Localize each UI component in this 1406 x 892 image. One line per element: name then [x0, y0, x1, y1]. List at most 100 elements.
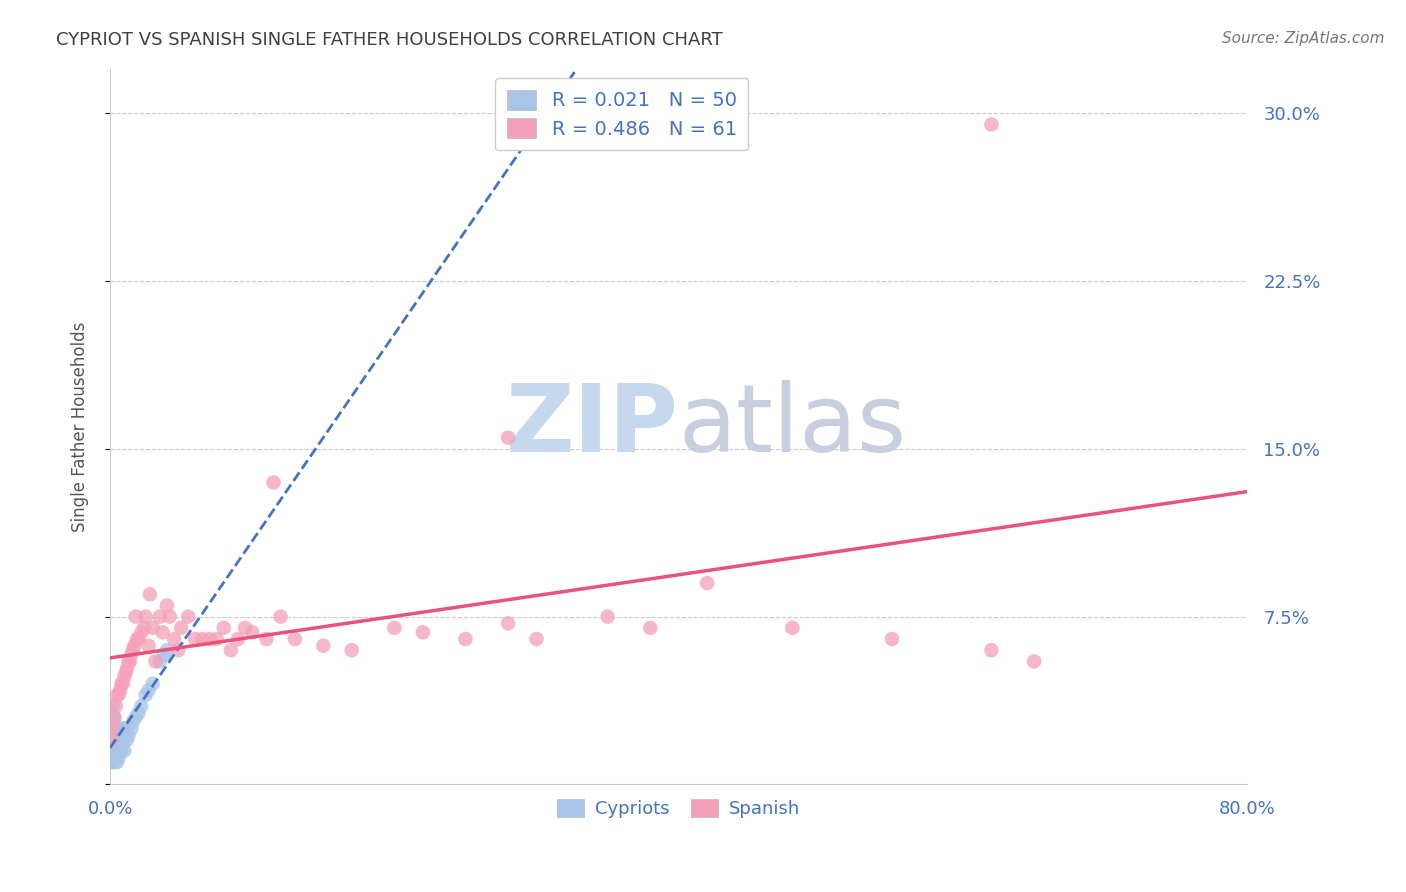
- Point: [980, 118, 1002, 132]
- Point: [212, 621, 235, 635]
- Point: [101, 748, 124, 763]
- Point: [100, 737, 122, 751]
- Point: [111, 677, 134, 691]
- Legend: Cypriots, Spanish: Cypriots, Spanish: [550, 792, 807, 825]
- Point: [454, 632, 477, 646]
- Text: atlas: atlas: [679, 381, 907, 473]
- Point: [131, 699, 153, 714]
- Point: [103, 744, 125, 758]
- Point: [159, 609, 181, 624]
- Point: [100, 732, 122, 747]
- Point: [117, 728, 139, 742]
- Point: [198, 632, 221, 646]
- Point: [108, 683, 131, 698]
- Point: [980, 643, 1002, 657]
- Text: ZIP: ZIP: [506, 381, 679, 473]
- Point: [105, 755, 128, 769]
- Point: [640, 621, 662, 635]
- Point: [114, 665, 136, 680]
- Point: [177, 609, 200, 624]
- Point: [104, 737, 127, 751]
- Point: [112, 744, 135, 758]
- Point: [167, 643, 190, 657]
- Point: [226, 632, 249, 646]
- Point: [115, 661, 138, 675]
- Point: [103, 710, 125, 724]
- Point: [115, 732, 138, 747]
- Point: [107, 688, 129, 702]
- Point: [256, 632, 278, 646]
- Point: [312, 639, 335, 653]
- Point: [100, 714, 122, 729]
- Point: [128, 706, 150, 720]
- Point: [104, 699, 127, 714]
- Point: [101, 728, 124, 742]
- Y-axis label: Single Father Households: Single Father Households: [72, 321, 89, 532]
- Point: [120, 648, 142, 662]
- Point: [104, 722, 127, 736]
- Point: [121, 643, 143, 657]
- Point: [263, 475, 285, 490]
- Point: [101, 737, 124, 751]
- Point: [384, 621, 406, 635]
- Point: [100, 750, 122, 764]
- Point: [412, 625, 434, 640]
- Point: [124, 710, 146, 724]
- Point: [138, 683, 160, 698]
- Point: [110, 744, 132, 758]
- Point: [105, 722, 128, 736]
- Point: [153, 648, 176, 662]
- Point: [138, 639, 160, 653]
- Point: [108, 722, 131, 736]
- Point: [880, 632, 903, 646]
- Point: [1022, 654, 1045, 668]
- Point: [142, 677, 165, 691]
- Point: [696, 576, 718, 591]
- Point: [170, 621, 193, 635]
- Point: [108, 744, 131, 758]
- Point: [145, 654, 167, 668]
- Point: [240, 625, 263, 640]
- Point: [103, 732, 125, 747]
- Point: [131, 625, 153, 640]
- Point: [135, 609, 157, 624]
- Point: [110, 728, 132, 742]
- Point: [205, 632, 228, 646]
- Point: [233, 621, 256, 635]
- Point: [104, 750, 127, 764]
- Point: [103, 710, 125, 724]
- Point: [340, 643, 363, 657]
- Point: [100, 728, 122, 742]
- Text: CYPRIOT VS SPANISH SINGLE FATHER HOUSEHOLDS CORRELATION CHART: CYPRIOT VS SPANISH SINGLE FATHER HOUSEHO…: [56, 31, 723, 49]
- Point: [100, 710, 122, 724]
- Point: [135, 688, 157, 702]
- Point: [526, 632, 548, 646]
- Point: [101, 710, 124, 724]
- Point: [124, 609, 146, 624]
- Text: Source: ZipAtlas.com: Source: ZipAtlas.com: [1222, 31, 1385, 46]
- Point: [112, 722, 135, 736]
- Point: [149, 609, 172, 624]
- Point: [149, 654, 172, 668]
- Point: [152, 625, 174, 640]
- Point: [121, 714, 143, 729]
- Point: [163, 632, 186, 646]
- Point: [100, 744, 122, 758]
- Point: [111, 737, 134, 751]
- Point: [284, 632, 307, 646]
- Point: [103, 722, 125, 736]
- Point: [101, 717, 124, 731]
- Point: [496, 431, 519, 445]
- Point: [125, 632, 148, 646]
- Point: [184, 632, 207, 646]
- Point: [142, 621, 165, 635]
- Point: [782, 621, 804, 635]
- Point: [107, 750, 129, 764]
- Point: [270, 609, 292, 624]
- Point: [103, 755, 125, 769]
- Point: [101, 755, 124, 769]
- Point: [122, 639, 145, 653]
- Point: [120, 722, 142, 736]
- Point: [156, 643, 179, 657]
- Point: [117, 654, 139, 668]
